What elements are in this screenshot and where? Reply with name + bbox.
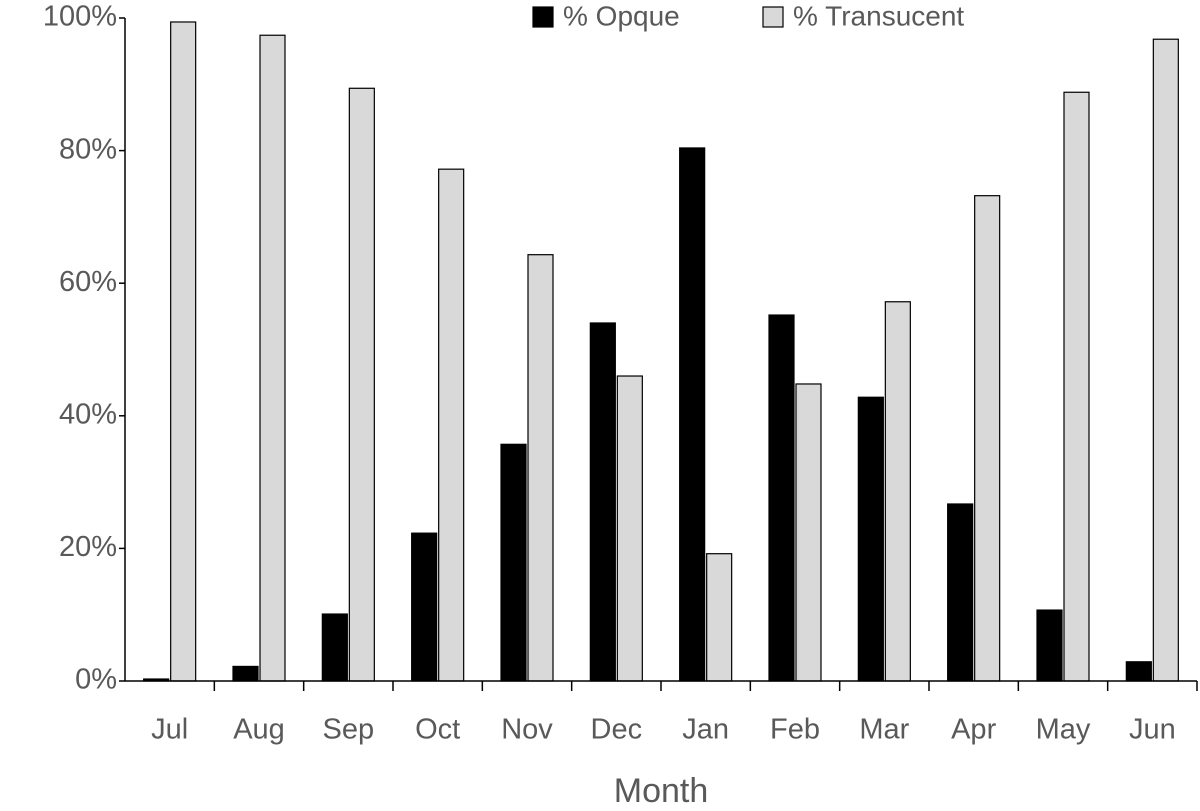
bar: [438, 168, 465, 682]
bar: [1125, 661, 1152, 682]
bar: [947, 503, 974, 682]
y-tick-label: 40%: [59, 398, 117, 430]
x-tick-label: May: [1036, 714, 1091, 746]
x-tick-label: Apr: [951, 714, 996, 746]
bar: [500, 443, 527, 682]
bar: [259, 34, 286, 682]
bar: [884, 301, 911, 682]
y-tick-label: 100%: [43, 1, 117, 33]
bar: [1036, 609, 1063, 682]
y-tick-label: 60%: [59, 266, 117, 298]
x-tick-label: Mar: [859, 714, 909, 746]
x-tick-label: Jul: [151, 714, 188, 746]
bar: [170, 21, 197, 682]
bar: [706, 553, 733, 682]
bar: [857, 396, 884, 682]
bar: [348, 87, 375, 682]
bar: [616, 375, 643, 682]
bar: [679, 147, 706, 682]
legend-label: % Transucent: [793, 0, 964, 31]
bar: [795, 383, 822, 682]
x-tick-label: Jan: [682, 714, 729, 746]
bar: [974, 195, 1001, 682]
bar: [232, 665, 259, 682]
x-tick-label: Dec: [591, 714, 643, 746]
bar: [1063, 91, 1090, 682]
y-tick-label: 80%: [59, 133, 117, 165]
bar: [768, 314, 795, 682]
legend-swatch: [532, 6, 554, 28]
bar: [589, 322, 616, 682]
x-tick-label: Aug: [233, 714, 285, 746]
bar: [411, 532, 438, 682]
legend-label: % Opque: [563, 0, 680, 31]
y-tick-label: 20%: [59, 531, 117, 563]
bar: [1152, 38, 1179, 682]
x-tick-label: Sep: [323, 714, 375, 746]
x-tick-label: Nov: [501, 714, 553, 746]
x-tick-label: Jun: [1129, 714, 1176, 746]
x-axis-title: Month: [614, 772, 709, 810]
bar: [321, 613, 348, 682]
bar: [527, 254, 554, 682]
legend-swatch: [762, 6, 784, 28]
y-tick-label: 0%: [75, 664, 117, 696]
x-tick-label: Oct: [415, 714, 460, 746]
x-tick-label: Feb: [770, 714, 820, 746]
